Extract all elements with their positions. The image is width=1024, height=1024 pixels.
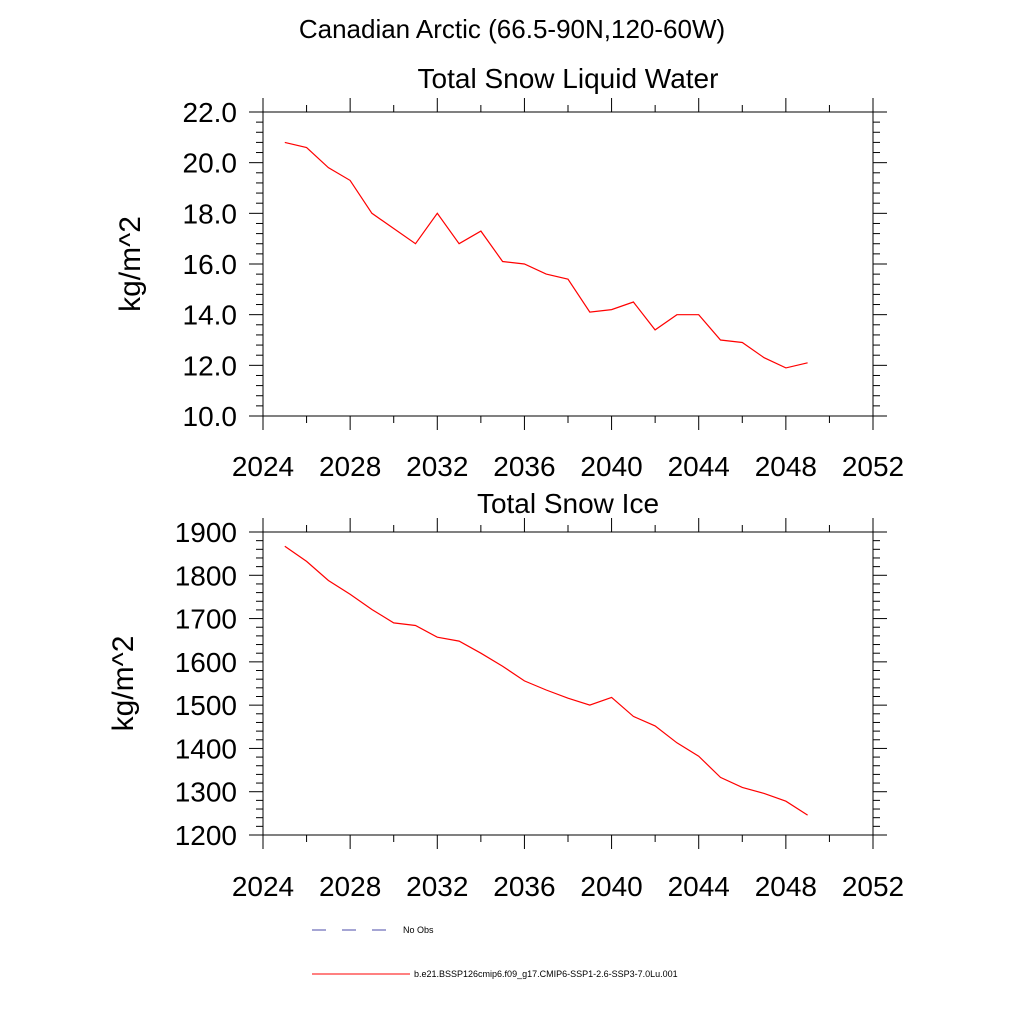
x-tick-label: 2052 [842, 451, 904, 482]
x-tick-label: 2028 [319, 871, 381, 902]
x-tick-label: 2028 [319, 451, 381, 482]
x-tick-label: 2036 [493, 451, 555, 482]
x-tick-label: 2024 [232, 871, 294, 902]
y-tick-label: 12.0 [183, 350, 238, 381]
chart-panel-snow-ice: Total Snow Ice 2024 2028 2032 2036 2040 2044 20… [107, 488, 904, 902]
y-tick-label: 1800 [175, 560, 237, 591]
x-tick-label: 2048 [755, 451, 817, 482]
chart-panel-snow-liquid-water: Total Snow Liquid Water 2024 2028 2032 2036 2… [114, 63, 904, 482]
x-tick-label: 2040 [580, 871, 642, 902]
legend-label-model-run: b.e21.BSSP126cmip6.f09_g17.CMIP6-SSP1-2.… [414, 969, 678, 979]
y-tick-label: 1600 [175, 647, 237, 678]
y-axis-label: kg/m^2 [114, 216, 147, 312]
series-line [284, 141, 808, 369]
plot-frame [262, 111, 874, 417]
x-tick-label: 2032 [406, 871, 468, 902]
chart-title: Total Snow Liquid Water [418, 63, 719, 94]
y-tick-label: 20.0 [183, 148, 238, 179]
legend-label-no-obs: No Obs [403, 925, 434, 935]
x-tick-label: 2052 [842, 871, 904, 902]
legend: No Obs b.e21.BSSP126cmip6.f09_g17.CMIP6-… [312, 925, 678, 979]
y-tick-label: 18.0 [183, 198, 238, 229]
chart-title: Total Snow Ice [477, 488, 659, 519]
y-tick-label: 1900 [175, 517, 237, 548]
x-tick-label: 2044 [668, 871, 730, 902]
y-tick-label: 1200 [175, 820, 237, 851]
page-title: Canadian Arctic (66.5-90N,120-60W) [298, 14, 726, 44]
x-tick-label: 2024 [232, 451, 294, 482]
x-tick-label: 2048 [755, 871, 817, 902]
series-line [284, 545, 808, 816]
y-tick-label: 14.0 [183, 300, 238, 331]
y-tick-label: 1400 [175, 733, 237, 764]
x-tick-label: 2044 [668, 451, 730, 482]
x-tick-label: 2040 [580, 451, 642, 482]
y-axis-label: kg/m^2 [107, 636, 140, 732]
y-tick-label: 22.0 [183, 97, 238, 128]
y-tick-label: 10.0 [183, 401, 238, 432]
y-tick-label: 1500 [175, 690, 237, 721]
x-tick-label: 2032 [406, 451, 468, 482]
y-tick-label: 1300 [175, 777, 237, 808]
y-tick-label: 16.0 [183, 249, 238, 280]
plot-frame [262, 531, 874, 836]
y-tick-label: 1700 [175, 604, 237, 635]
x-tick-label: 2036 [493, 871, 555, 902]
